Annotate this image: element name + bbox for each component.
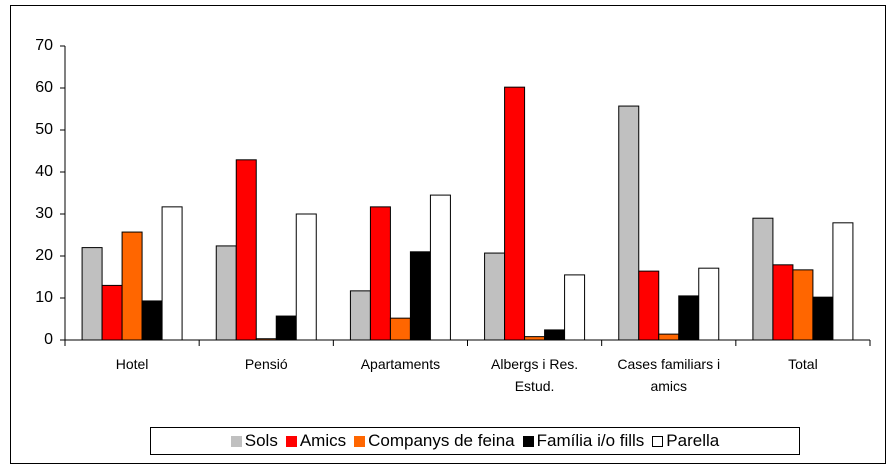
legend-item: Amics [285, 431, 347, 451]
legend-swatch [652, 435, 664, 447]
y-tick-label: 10 [35, 289, 53, 306]
legend-swatch [230, 435, 242, 447]
bar [658, 333, 680, 341]
bar [81, 247, 103, 341]
y-tick-label: 50 [35, 121, 53, 138]
legend: Sols Amics Companys de feina Família i/o fi… [150, 427, 800, 455]
bar [121, 231, 143, 341]
bar [678, 295, 700, 341]
legend-swatch [285, 435, 297, 447]
x-tick-label: Hotel [115, 356, 149, 372]
legend-label: Amics [299, 431, 347, 450]
bar [544, 329, 566, 341]
y-tick-label: 60 [35, 79, 53, 96]
bar [638, 270, 660, 341]
bar [349, 290, 371, 341]
bar [141, 300, 163, 341]
bar [524, 336, 546, 341]
bar [409, 251, 431, 341]
legend-swatch [522, 435, 534, 447]
bar [792, 269, 814, 341]
bar [484, 252, 506, 341]
legend-label: Companys de feina [368, 431, 515, 450]
bar [235, 159, 257, 341]
bar [101, 284, 123, 341]
y-tick-label: 40 [35, 163, 53, 180]
legend-item: Companys de feina [354, 431, 515, 451]
bar [429, 194, 451, 341]
bar [215, 245, 237, 341]
legend-item: Parella [652, 431, 719, 451]
bar [389, 317, 411, 341]
legend-label: Sols [244, 431, 278, 450]
bar [752, 217, 774, 341]
bar [564, 274, 586, 341]
bar [832, 222, 854, 341]
bar [161, 206, 183, 341]
x-tick-label: Total [788, 356, 818, 372]
legend-swatch [354, 435, 366, 447]
legend-label: Parella [666, 431, 720, 450]
bar [295, 213, 317, 341]
legend-label: Família i/o fills [536, 431, 645, 450]
y-tick-label: 30 [35, 205, 53, 222]
legend-item: Sols [230, 431, 278, 451]
x-tick-label: Cases familiars i amics [617, 356, 721, 394]
bar [504, 86, 526, 341]
bar [812, 296, 834, 341]
y-tick-label: 20 [35, 247, 53, 264]
y-tick-label: 70 [35, 37, 53, 54]
legend-item: Família i/o fills [522, 431, 645, 451]
x-tick-label: Apartaments [360, 356, 441, 372]
bar [275, 315, 297, 341]
bar [618, 105, 640, 341]
bar [772, 264, 794, 341]
y-tick-label: 0 [44, 331, 53, 348]
x-tick-label: Pensió [244, 356, 288, 372]
x-tick-label: Albergs i Res. Estud. [491, 356, 579, 394]
bar [698, 267, 720, 341]
bar [369, 206, 391, 341]
